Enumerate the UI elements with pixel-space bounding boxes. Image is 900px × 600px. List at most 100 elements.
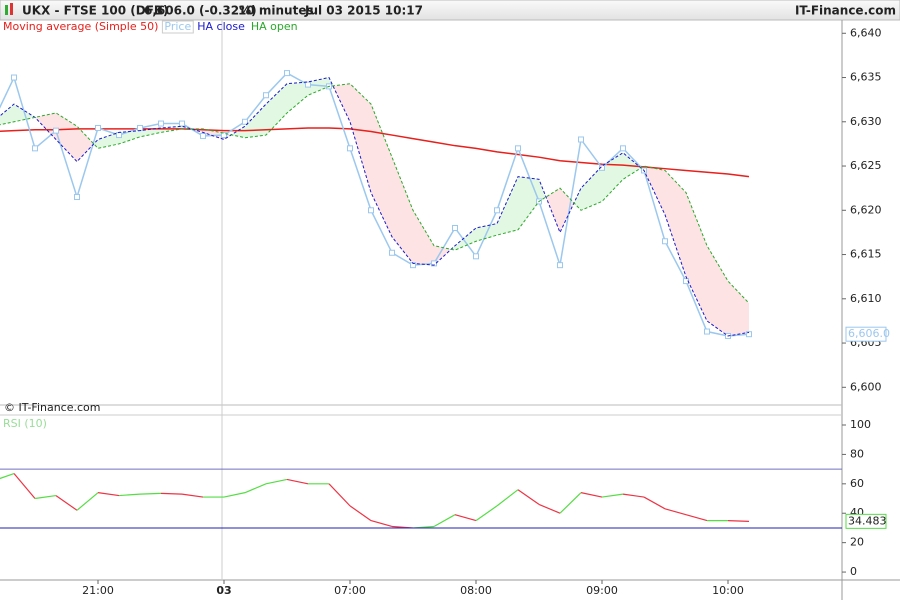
price-marker	[221, 132, 227, 139]
rsi-segment	[181, 493, 204, 498]
x-tick-label: 10:00	[712, 584, 744, 597]
y-tick-label: 6,615	[850, 248, 882, 261]
x-tick-label: 08:00	[460, 584, 492, 597]
plot-area	[0, 70, 752, 339]
price-marker	[11, 74, 17, 81]
ha-fill	[392, 157, 413, 264]
price-marker	[389, 249, 395, 256]
price-marker	[116, 132, 122, 139]
y-tick-label: 6,635	[850, 71, 882, 84]
rsi-segment	[0, 472, 15, 480]
price-marker	[74, 194, 80, 201]
price-marker	[137, 124, 143, 131]
rsi-segment	[13, 473, 36, 499]
last-value-label: 6,606.0	[848, 327, 890, 340]
rsi-segment	[97, 492, 120, 497]
price-marker	[557, 262, 563, 269]
price-marker	[347, 145, 353, 152]
price-marker	[368, 207, 374, 214]
rsi-segment	[454, 514, 477, 522]
rsi-segment	[601, 493, 624, 498]
price-marker	[263, 92, 269, 99]
legend-entry: HA open	[251, 20, 298, 33]
rsi-segment	[265, 478, 288, 485]
price-marker	[200, 132, 206, 139]
ha-fill	[203, 128, 224, 140]
ha-fill	[602, 152, 623, 202]
rsi-segment	[370, 520, 393, 528]
icon	[5, 5, 8, 15]
legend-entry: HA close	[197, 20, 245, 33]
interval: 10 minutes	[238, 4, 314, 18]
symbol: UKX - FTSE 100 (DFB)	[22, 4, 169, 18]
legend-entry: Price	[164, 20, 191, 33]
legend-entry: Moving average (Simple 50)	[3, 20, 158, 33]
rsi-title: RSI (10)	[3, 417, 47, 430]
brand: IT-Finance.com	[795, 4, 896, 18]
price-marker	[179, 120, 185, 127]
x-tick-label: 03	[216, 584, 231, 597]
x-tick-label: 07:00	[334, 584, 366, 597]
price-marker	[515, 145, 521, 152]
rsi-segment	[160, 492, 183, 495]
rsi-segment	[34, 494, 57, 500]
rsi-segment	[349, 505, 372, 522]
ha-fill	[77, 126, 94, 162]
ha-fill	[93, 139, 98, 149]
quote: 6,606.0 (-0.32%)	[144, 4, 257, 18]
header-bar	[0, 0, 900, 21]
ha-fill	[332, 83, 350, 122]
ha-fill	[350, 83, 371, 193]
price-marker	[662, 238, 668, 245]
y-tick-label: 0	[850, 565, 857, 578]
rsi-segment	[286, 478, 309, 485]
x-tick-label: 21:00	[82, 584, 114, 597]
rsi-segment	[622, 493, 645, 498]
ha-fill	[231, 126, 245, 138]
rsi-segment	[664, 508, 687, 516]
ha-fill	[98, 132, 119, 149]
rsi-segment	[223, 492, 246, 498]
price-marker	[578, 136, 584, 143]
watermark: © IT-Finance.com	[4, 401, 101, 414]
rsi-segment	[55, 495, 78, 511]
series-line	[0, 127, 750, 178]
ha-fill	[497, 176, 518, 236]
last-value-box	[845, 326, 887, 342]
ha-fill	[665, 170, 686, 277]
icon	[10, 3, 13, 15]
ha-fill	[574, 188, 581, 211]
plot-area	[0, 472, 750, 529]
ha-fill	[56, 112, 77, 162]
rsi-segment	[727, 519, 750, 522]
y-tick-label: 80	[850, 447, 864, 460]
ha-fill	[0, 104, 14, 125]
series-line	[0, 83, 750, 304]
rsi-segment	[496, 489, 519, 507]
y-tick-label: 6,630	[850, 115, 882, 128]
price-marker	[473, 253, 479, 260]
rsi-segment	[76, 492, 99, 511]
ha-fill	[308, 77, 329, 96]
ha-fill	[546, 188, 560, 233]
price-marker	[620, 145, 626, 152]
price-marker	[284, 70, 290, 77]
y-tick-label: 6,640	[850, 26, 882, 39]
y-tick-label: 6,625	[850, 159, 882, 172]
rsi-segment	[580, 492, 603, 498]
rsi-segment	[433, 514, 456, 527]
ha-fill	[119, 130, 140, 144]
ha-fill	[266, 83, 287, 136]
rsi-segment	[475, 505, 498, 522]
rsi-segment	[328, 483, 351, 507]
date: Jul 03 2015 10:17	[304, 4, 423, 18]
ha-fill	[539, 179, 546, 202]
ha-fill	[728, 281, 749, 336]
price-marker	[53, 127, 59, 134]
ha-fill	[35, 112, 56, 140]
y-tick-label: 20	[850, 536, 864, 549]
price-marker	[452, 224, 458, 231]
ha-fill	[686, 192, 707, 321]
legend-box	[161, 20, 194, 34]
rsi-segment	[244, 483, 267, 494]
